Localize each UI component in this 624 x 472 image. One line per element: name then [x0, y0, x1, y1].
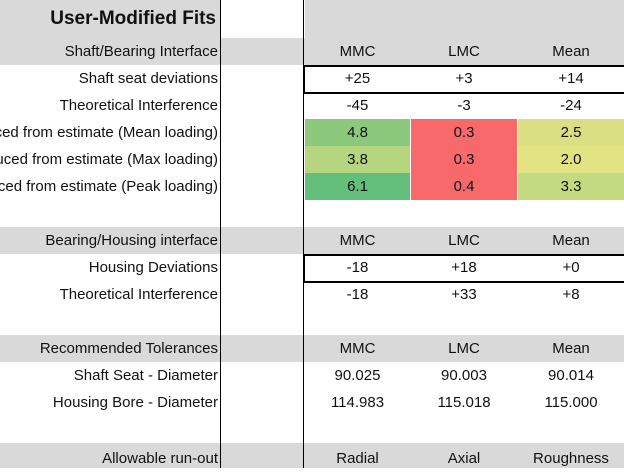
col-header-mean: Mean	[552, 340, 590, 357]
housing-bore-row: Housing Bore - Diameter 114.983 115.018 …	[0, 389, 624, 416]
row-label: Reduced from estimate (Peak loading)	[0, 178, 218, 195]
value-cell: -3	[457, 97, 471, 114]
value-cell: +33	[451, 286, 477, 303]
housing-dev-mean-cell[interactable]: +0	[562, 259, 580, 276]
col-header-mean: Mean	[552, 232, 590, 249]
value-cell: 3.3	[518, 173, 624, 200]
shaft-deviations-row: Shaft seat deviations +25 +3 +14	[0, 65, 624, 94]
value-cell: 90.003	[441, 367, 487, 384]
housing-dev-mmc-cell[interactable]: -18	[346, 259, 369, 276]
value-cell: -18	[346, 286, 369, 303]
value-cell: 115.018	[437, 394, 491, 411]
col-header-lmc: LMC	[448, 232, 480, 249]
shaft-seat-row: Shaft Seat - Diameter 90.025 90.003 90.0…	[0, 362, 624, 389]
input-box	[303, 65, 624, 94]
runout-header-row: Allowable run-out Radial Axial Roughness	[0, 443, 624, 468]
value-cell: 4.8	[305, 119, 410, 146]
value-cell: 0.4	[411, 173, 517, 200]
col-header-lmc: LMC	[448, 340, 480, 357]
value-cell: 0.3	[411, 146, 517, 173]
value-cell: -45	[346, 97, 369, 114]
mean-loading-row: Reduced from estimate (Mean loading) 4.8…	[0, 119, 624, 146]
housing-header-label: Bearing/Housing interface	[45, 232, 218, 249]
tolerances-header-row: Recommended Tolerances MMC LMC Mean	[0, 335, 624, 362]
col-header-roughness: Roughness	[533, 450, 609, 467]
row-label: Housing Bore - Diameter	[52, 394, 218, 411]
row-label: Theoretical Interference	[59, 286, 218, 303]
housing-dev-lmc-cell[interactable]: +18	[451, 259, 477, 276]
value-cell: 2.0	[518, 146, 624, 173]
col-header-mmc: MMC	[339, 232, 376, 249]
col-header-mmc: MMC	[339, 43, 376, 60]
housing-interference-row: Theoretical Interference -18 +33 +8	[0, 281, 624, 308]
column-divider	[303, 0, 304, 468]
max-loading-row: Reduced from estimate (Max loading) 3.8 …	[0, 146, 624, 173]
shaft-interference-row: Theoretical Interference -45 -3 -24	[0, 92, 624, 119]
peak-loading-row: Reduced from estimate (Peak loading) 6.1…	[0, 173, 624, 200]
row-label: Reduced from estimate (Max loading)	[0, 151, 218, 168]
tolerances-header-label: Recommended Tolerances	[39, 340, 218, 357]
housing-deviations-row: Housing Deviations -18 +18 +0	[0, 254, 624, 283]
value-cell: 6.1	[305, 173, 410, 200]
row-label: Theoretical Interference	[59, 97, 218, 114]
shaft-header-row: Shaft/Bearing Interface MMC LMC Mean	[0, 38, 624, 65]
runout-header-label: Allowable run-out	[102, 450, 218, 467]
col-header-lmc: LMC	[448, 43, 480, 60]
col-header-mmc: MMC	[339, 340, 376, 357]
value-cell: 114.983	[330, 394, 385, 411]
value-cell: 3.8	[305, 146, 410, 173]
title-fill	[305, 0, 624, 38]
housing-header-row: Bearing/Housing interface MMC LMC Mean	[0, 227, 624, 254]
row-label: Shaft seat deviations	[78, 70, 218, 87]
value-cell: 2.5	[518, 119, 624, 146]
value-cell: 115.000	[544, 394, 598, 411]
shaft-dev-mean-cell[interactable]: +14	[558, 70, 584, 87]
value-cell: +8	[562, 286, 580, 303]
row-label: Shaft Seat - Diameter	[73, 367, 218, 384]
shaft-header-label: Shaft/Bearing Interface	[64, 43, 218, 60]
col-header-mean: Mean	[552, 43, 590, 60]
row-label: Reduced from estimate (Mean loading)	[0, 124, 218, 141]
col-header-axial: Axial	[447, 450, 481, 467]
value-cell: -24	[560, 97, 582, 114]
input-box	[303, 254, 624, 283]
column-divider	[220, 0, 221, 468]
value-cell: 0.3	[411, 119, 517, 146]
value-cell: 90.025	[334, 367, 381, 384]
sheet-title: User-Modified Fits	[0, 0, 220, 38]
shaft-dev-mmc-cell[interactable]: +25	[344, 70, 371, 87]
value-cell: 90.014	[548, 367, 594, 384]
col-header-radial: Radial	[336, 450, 379, 467]
shaft-dev-lmc-cell[interactable]: +3	[455, 70, 473, 87]
row-label: Housing Deviations	[88, 259, 218, 276]
